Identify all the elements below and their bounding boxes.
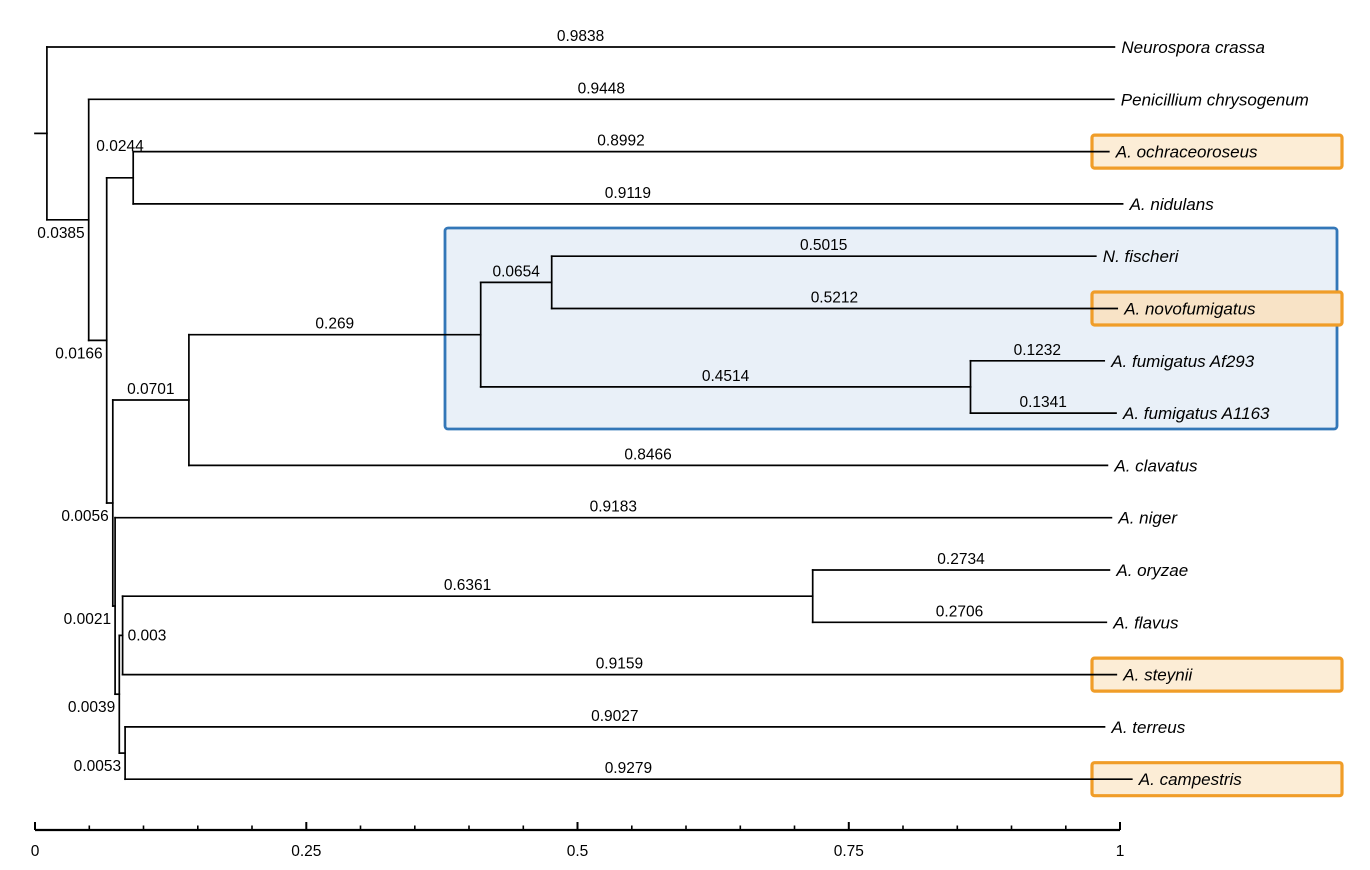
species-label-a-ochraceoroseus: A. ochraceoroseus [1115, 143, 1258, 162]
branch-length-label-a-clavatus: 0.8466 [624, 446, 671, 463]
scale-axis: 0 0.25 0.5 0.75 1 [31, 822, 1125, 860]
species-label-a-oryzae: A. oryzae [1115, 561, 1188, 580]
branch-length-label-node-f: 0.0701 [127, 381, 174, 398]
axis-tick-label-0.75: 0.75 [834, 843, 864, 860]
species-label-n-fischeri: N. fischeri [1103, 247, 1180, 266]
species-label-a-niger: A. niger [1117, 509, 1178, 528]
branch-length-label-penicillium-chrysogenum: 0.9448 [578, 80, 625, 97]
species-labels: Neurospora crassa Penicillium chrysogenum… [1103, 38, 1309, 789]
branch-length-label-node-l: 0.003 [128, 627, 167, 644]
branch-length-label-a-steynii: 0.9159 [596, 656, 643, 673]
clade-highlight-box [443, 226, 1339, 431]
axis-tick-label-1: 1 [1116, 843, 1125, 860]
branch-length-label-node-g2: 0.4514 [702, 368, 750, 385]
species-label-a-nidulans: A. nidulans [1129, 195, 1215, 214]
highlight-boxes [443, 133, 1344, 798]
branch-length-label-node-b: 0.0385 [37, 225, 84, 242]
branch-length-label-n-fischeri: 0.5015 [800, 237, 847, 254]
branch-length-label-a-campestris: 0.9279 [605, 760, 652, 777]
species-label-a-flavus: A. flavus [1112, 613, 1179, 632]
species-label-a-clavatus: A. clavatus [1113, 456, 1198, 475]
branch-length-label-node-k: 0.0039 [68, 699, 115, 716]
branch-length-label-a-fumigatus-af293: 0.1232 [1014, 342, 1061, 359]
branch-length-label-a-flavus: 0.2706 [936, 603, 983, 620]
branch-length-label-node-m: 0.0053 [74, 758, 121, 775]
species-label-a-terreus: A. terreus [1111, 718, 1186, 737]
species-label-a-steynii: A. steynii [1122, 666, 1193, 685]
branch-length-label-a-terreus: 0.9027 [591, 708, 638, 725]
tree-branches [34, 46, 1133, 781]
branch-length-label-a-fumigatus-a1163: 0.1341 [1019, 394, 1066, 411]
branch-length-labels: 0.9838 0.0385 0.9448 0.0166 0.0244 0.8992 0.91… [37, 28, 1067, 777]
species-label-penicillium-chrysogenum: Penicillium chrysogenum [1121, 90, 1309, 109]
branch-length-label-a-novofumigatus: 0.5212 [811, 290, 858, 307]
branch-length-label-node-j: 0.0021 [64, 611, 111, 628]
species-label-a-fumigatus-af293: A. fumigatus Af293 [1110, 352, 1255, 371]
branch-length-label-node-h: 0.0056 [61, 508, 108, 525]
species-label-neurospora-crassa: Neurospora crassa [1121, 38, 1265, 57]
branch-length-label-node-g1: 0.0654 [492, 263, 540, 280]
axis-tick-label-0.5: 0.5 [567, 843, 589, 860]
branch-length-label-a-ochraceoroseus: 0.8992 [597, 133, 644, 150]
species-label-a-campestris: A. campestris [1138, 770, 1242, 789]
branch-length-label-a-niger: 0.9183 [590, 499, 637, 516]
axis-tick-label-0.25: 0.25 [291, 843, 321, 860]
species-label-a-novofumigatus: A. novofumigatus [1123, 300, 1256, 319]
branch-length-label-node-g: 0.269 [315, 316, 354, 333]
branch-length-label-a-nidulans: 0.9119 [605, 185, 651, 202]
branch-length-label-neurospora-crassa: 0.9838 [557, 28, 604, 45]
branch-length-label-node-e: 0.0244 [96, 138, 144, 155]
branch-length-label-a-oryzae: 0.2734 [937, 551, 985, 568]
branch-length-label-node-c: 0.0166 [55, 345, 102, 362]
species-label-a-fumigatus-a1163: A. fumigatus A1163 [1122, 404, 1270, 423]
axis-tick-label-0: 0 [31, 843, 40, 860]
branch-length-label-node-n: 0.6361 [444, 577, 491, 594]
